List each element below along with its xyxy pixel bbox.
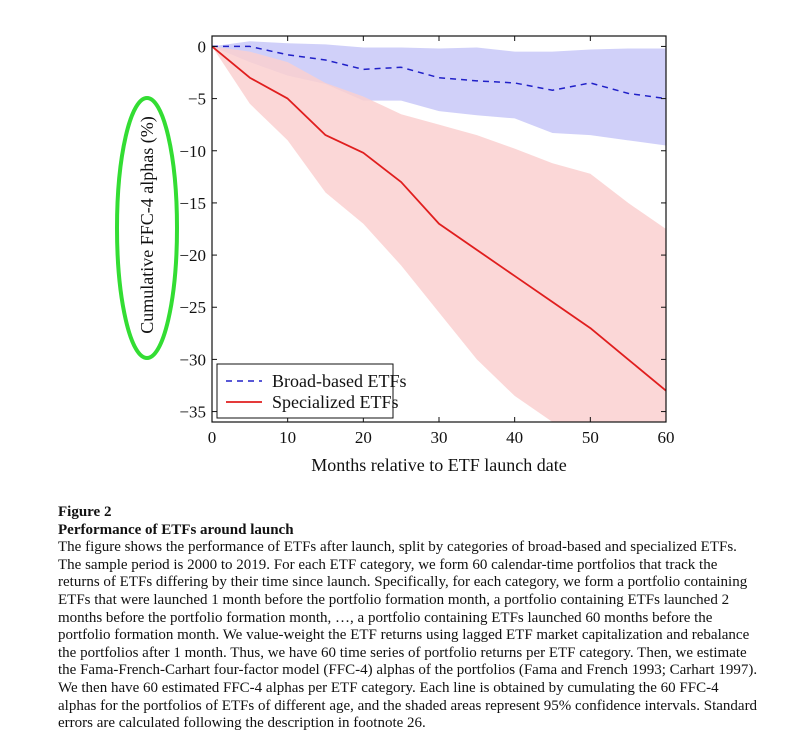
ci-band-broad-based-etfs bbox=[212, 41, 666, 146]
figure-title: Performance of ETFs around launch bbox=[58, 521, 294, 538]
y-axis-ticks: 0 −5 −10 −15 −20 −25 −30 −35 bbox=[179, 37, 666, 422]
x-axis-ticks: 0 10 20 30 40 50 60 bbox=[208, 36, 675, 447]
performance-chart: 0 10 20 30 40 50 60 0 −5 −10 −15 −20 −25 −30 −35 Mont… bbox=[115, 35, 675, 475]
legend-box bbox=[216, 363, 394, 419]
x-tick-label: 40 bbox=[506, 428, 523, 447]
legend-label-broad: Broad-based ETFs bbox=[272, 371, 406, 391]
series-line-specialized-etfs bbox=[211, 45, 667, 392]
legend: Broad-based ETFs Specialized ETFs bbox=[216, 363, 406, 419]
x-tick-label: 0 bbox=[208, 428, 217, 447]
ci-band-specialized-etfs bbox=[212, 46, 666, 422]
y-tick-label: −10 bbox=[179, 142, 206, 161]
x-tick-label: 30 bbox=[431, 428, 448, 447]
highlight-ellipse bbox=[115, 96, 179, 360]
x-tick-label: 60 bbox=[658, 428, 675, 447]
y-tick-label: −35 bbox=[179, 403, 206, 422]
figure-caption: Figure 2 Performance of ETFs around laun… bbox=[58, 504, 758, 733]
y-tick-label: −30 bbox=[179, 350, 206, 369]
y-tick-label: 0 bbox=[198, 37, 207, 56]
figure-description: The figure shows the performance of ETFs… bbox=[58, 539, 758, 732]
y-tick-label: −5 bbox=[188, 90, 206, 109]
legend-label-specialized: Specialized ETFs bbox=[272, 392, 398, 412]
y-tick-label: −15 bbox=[179, 194, 206, 213]
confidence-bands bbox=[212, 41, 666, 422]
x-tick-label: 20 bbox=[355, 428, 372, 447]
x-tick-label: 50 bbox=[582, 428, 599, 447]
y-axis-label: Cumulative FFC-4 alphas (%) bbox=[137, 116, 158, 333]
y-tick-label: −25 bbox=[179, 298, 206, 317]
figure-label: Figure 2 bbox=[58, 504, 112, 520]
x-axis-label: Months relative to ETF launch date bbox=[311, 455, 566, 475]
y-tick-label: −20 bbox=[179, 246, 206, 265]
x-tick-label: 10 bbox=[279, 428, 296, 447]
series-lines bbox=[211, 45, 667, 392]
